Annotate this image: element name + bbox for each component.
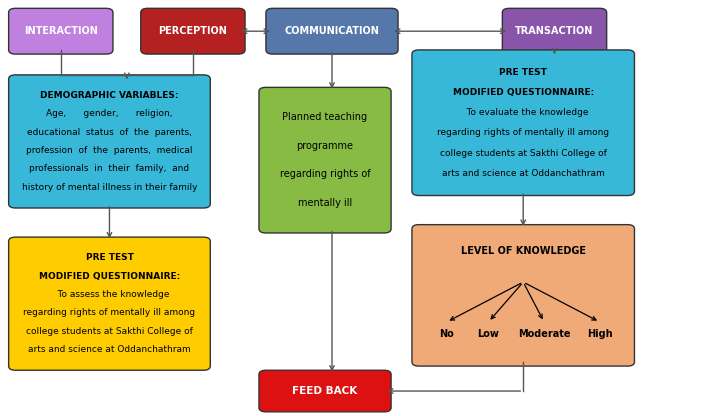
Text: college students at Sakthi College of: college students at Sakthi College of (26, 327, 193, 336)
Text: High: High (587, 329, 612, 339)
Text: To assess the knowledge: To assess the knowledge (49, 290, 170, 299)
Text: TRANSACTION: TRANSACTION (515, 26, 593, 36)
Text: No: No (439, 329, 454, 339)
FancyBboxPatch shape (503, 8, 607, 54)
Text: INTERACTION: INTERACTION (24, 26, 98, 36)
Text: PERCEPTION: PERCEPTION (158, 26, 227, 36)
Text: mentally ill: mentally ill (298, 198, 352, 208)
FancyBboxPatch shape (259, 370, 391, 412)
Text: MODIFIED QUESTIONNAIRE:: MODIFIED QUESTIONNAIRE: (453, 88, 594, 97)
Text: Moderate: Moderate (518, 329, 570, 339)
FancyBboxPatch shape (8, 237, 210, 370)
FancyBboxPatch shape (8, 8, 113, 54)
Text: regarding rights of: regarding rights of (279, 169, 370, 179)
Text: DEMOGRAPHIC VARIABLES:: DEMOGRAPHIC VARIABLES: (40, 91, 179, 100)
FancyBboxPatch shape (266, 8, 398, 54)
Text: Planned teaching: Planned teaching (282, 112, 367, 122)
Text: PRE TEST: PRE TEST (85, 253, 133, 262)
FancyBboxPatch shape (8, 75, 210, 208)
Text: arts and science at Oddanchathram: arts and science at Oddanchathram (442, 169, 605, 178)
Text: history of mental illness in their family: history of mental illness in their famil… (22, 183, 197, 192)
Text: To evaluate the knowledge: To evaluate the knowledge (458, 108, 589, 117)
Text: regarding rights of mentally ill among: regarding rights of mentally ill among (23, 308, 196, 317)
Text: college students at Sakthi College of: college students at Sakthi College of (440, 149, 607, 158)
FancyBboxPatch shape (141, 8, 245, 54)
Text: arts and science at Oddanchathram: arts and science at Oddanchathram (28, 345, 191, 354)
FancyBboxPatch shape (412, 225, 634, 366)
Text: Low: Low (477, 329, 499, 339)
FancyBboxPatch shape (412, 50, 634, 196)
Text: Age,      gender,      religion,: Age, gender, religion, (46, 109, 172, 119)
Text: professionals  in  their  family,  and: professionals in their family, and (30, 164, 189, 173)
Text: FEED BACK: FEED BACK (292, 386, 358, 396)
Text: profession  of  the  parents,  medical: profession of the parents, medical (26, 146, 193, 155)
Text: PRE TEST: PRE TEST (499, 68, 547, 77)
Text: MODIFIED QUESTIONNAIRE:: MODIFIED QUESTIONNAIRE: (39, 272, 180, 281)
Text: LEVEL OF KNOWLEDGE: LEVEL OF KNOWLEDGE (460, 246, 586, 256)
Text: COMMUNICATION: COMMUNICATION (284, 26, 379, 36)
Text: programme: programme (296, 141, 353, 151)
FancyBboxPatch shape (259, 87, 391, 233)
Text: regarding rights of mentally ill among: regarding rights of mentally ill among (437, 128, 609, 137)
Text: educational  status  of  the  parents,: educational status of the parents, (27, 128, 192, 137)
